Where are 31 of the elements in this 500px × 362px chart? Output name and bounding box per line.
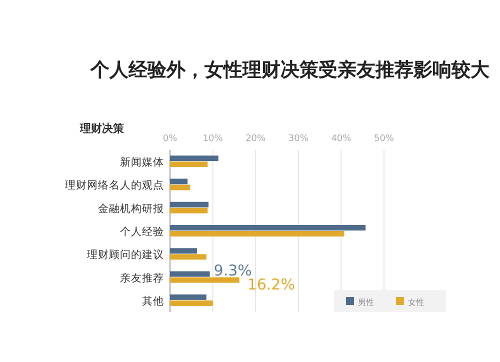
x-tick-label: 10%: [202, 134, 224, 144]
bar: [170, 254, 206, 260]
bar: [170, 156, 218, 162]
bar: [170, 300, 213, 306]
y-tick-label: 亲友推荐: [120, 271, 164, 284]
x-tick-label: 50%: [374, 134, 394, 144]
y-tick-label: 新闻媒体: [120, 156, 164, 169]
bar: [170, 162, 208, 168]
x-tick-label: 20%: [246, 134, 266, 144]
bar: [170, 294, 206, 300]
bar: [170, 277, 240, 283]
legend-label: 男性: [358, 298, 374, 307]
y-tick-label: 个人经验: [120, 226, 164, 238]
chart-title: 个人经验外，女性理财决策受亲友推荐影响较大: [90, 59, 490, 81]
bar: [170, 208, 208, 214]
bar: [170, 225, 366, 230]
bar: [170, 184, 190, 190]
y-tick-label: 理财网络名人的观点: [65, 178, 164, 192]
y-axis-title: 理财决策: [79, 122, 125, 135]
y-tick-label: 金融机构研报: [98, 202, 164, 215]
x-tick-label: 40%: [331, 134, 352, 144]
x-tick-label: 0%: [162, 134, 178, 144]
bar: [170, 271, 210, 277]
legend-label: 女性: [408, 298, 424, 307]
bar: [170, 202, 209, 208]
y-tick-label: 理财顾问的建议: [87, 248, 164, 262]
bar: [170, 231, 344, 236]
bar: [170, 248, 197, 254]
bar: [170, 178, 188, 184]
x-tick-label: 30%: [288, 134, 309, 144]
y-tick-label: 其他: [142, 294, 164, 308]
